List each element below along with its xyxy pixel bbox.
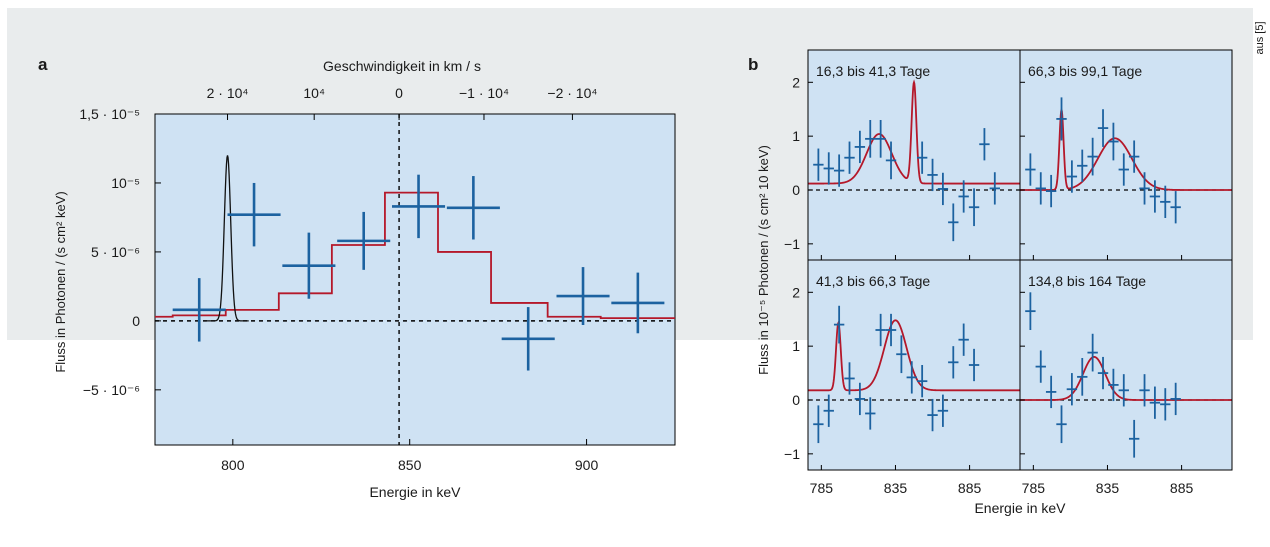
panel-b-title-top-right: 66,3 bis 99,1 Tage — [1028, 63, 1142, 79]
top-tick-label: 0 — [395, 85, 403, 101]
subpanel-plot-area — [1020, 50, 1232, 260]
subpanel-x-tick-label: 835 — [884, 480, 908, 496]
panel-b-y-axis-label: Fluss in 10⁻⁵ Photonen / (s cm² 10 keV) — [756, 145, 771, 375]
panel-a-top-axis-label: Geschwindigkeit in km / s — [323, 58, 481, 74]
panel-b-content: 2 1 0 −1 2 1 0 −1 785 835 885 785 835 885 — [784, 50, 1232, 496]
subpanel-x-tick-label: 885 — [958, 480, 982, 496]
top-tick-label: −2 · 10⁴ — [547, 85, 597, 101]
subpanel-y-tick-label: 1 — [792, 128, 800, 144]
top-tick-label: −1 · 10⁴ — [459, 85, 509, 101]
subpanel-y-tick-label: 2 — [792, 284, 800, 300]
x-tick-label: 900 — [575, 457, 599, 473]
subpanel-x-tick-label: 835 — [1096, 480, 1120, 496]
panel-b-title-bottom-right: 134,8 bis 164 Tage — [1028, 273, 1146, 289]
subpanel-x-tick-label: 785 — [1022, 480, 1046, 496]
panel-a-y-axis-label: Fluss in Photonen / (s cm² keV) — [53, 191, 68, 372]
panel-b-frame — [807, 49, 1233, 471]
top-tick-label: 2 · 10⁴ — [207, 85, 249, 101]
top-tick-label: 10⁴ — [303, 85, 325, 101]
subpanel-y-tick-label: 1 — [792, 338, 800, 354]
subpanel-x-tick-label: 785 — [810, 480, 834, 496]
y-tick-label: 5 · 10⁻⁶ — [91, 244, 140, 260]
panel-a-plot-area — [154, 113, 676, 446]
subpanel-y-tick-label: 0 — [792, 182, 800, 198]
x-tick-label: 800 — [221, 457, 245, 473]
subpanel-plot-area — [1020, 260, 1232, 470]
subpanel-y-tick-label: 2 — [792, 74, 800, 90]
subpanel-y-tick-label: 0 — [792, 392, 800, 408]
panel-b-title-top-left: 16,3 bis 41,3 Tage — [816, 63, 930, 79]
y-tick-label: −5 · 10⁻⁶ — [83, 382, 140, 398]
panel-b: b 2 1 0 −1 2 1 0 −1 785 835 885 785 835 885 16,3 bis … — [748, 49, 1233, 516]
subpanel-y-tick-label: −1 — [784, 446, 800, 462]
y-tick-label: 0 — [132, 313, 140, 329]
panel-a-content: 800 850 900 2 · 10⁴ 10⁴ 0 −1 · 10⁴ −2 · 10⁴ 1,5 … — [79, 85, 675, 473]
subpanel-x-tick-label: 885 — [1170, 480, 1194, 496]
panel-b-x-axis-label: Energie in keV — [974, 500, 1066, 516]
narrow-line-profile — [206, 155, 249, 322]
subpanel-model-line — [808, 319, 1020, 392]
x-tick-label: 850 — [398, 457, 422, 473]
panel-a-x-axis-label: Energie in keV — [369, 484, 461, 500]
panel-b-label: b — [748, 55, 758, 74]
panel-a-label: a — [38, 55, 48, 74]
subpanel-y-tick-label: −1 — [784, 236, 800, 252]
y-tick-label: 10⁻⁵ — [111, 175, 140, 191]
panel-a: a 800 850 900 2 · 10⁴ 10⁴ 0 −1 · 10⁴ −2 · 10⁴ 1,… — [38, 55, 676, 500]
subpanel-model-line — [1020, 106, 1232, 191]
model-step-line — [155, 191, 675, 320]
panel-b-title-bottom-left: 41,3 bis 66,3 Tage — [816, 273, 930, 289]
source-label: aus [5] — [1254, 21, 1266, 54]
subpanel-plot-area — [808, 260, 1020, 470]
subpanel-model-line — [808, 79, 1020, 185]
subpanel-model-line — [1020, 356, 1232, 401]
y-tick-label: 1,5 · 10⁻⁵ — [79, 106, 140, 122]
